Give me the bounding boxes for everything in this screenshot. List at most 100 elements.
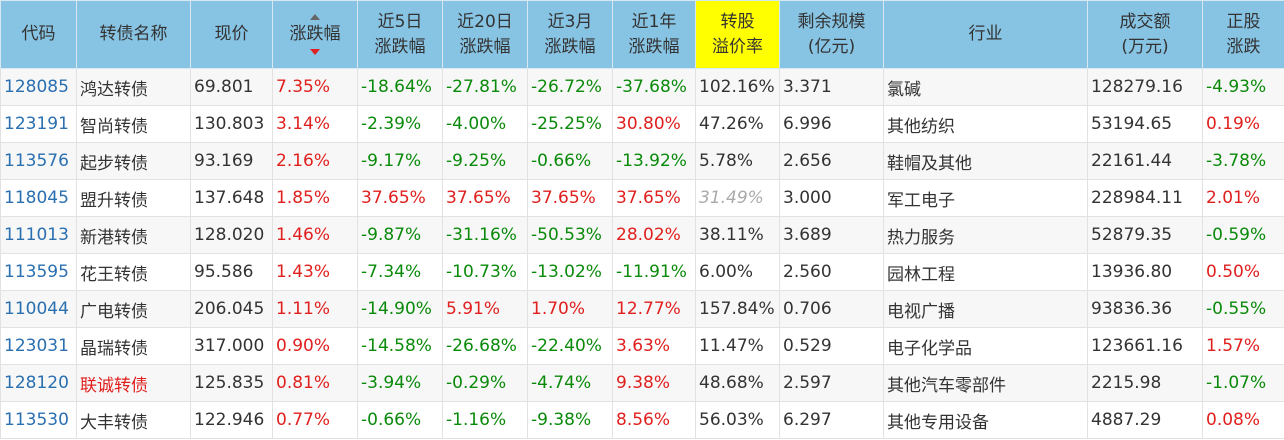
table-row[interactable]: 113530 大丰转债 122.946 0.77% -0.66% -1.16% -9.38%… [0, 401, 1284, 439]
cell-change-1y: -13.92% [612, 142, 696, 180]
cell-price: 93.169 [190, 142, 273, 180]
cell-change-1y: -11.91% [612, 253, 696, 291]
cell-name[interactable]: 大丰转债 [76, 401, 191, 439]
cell-industry: 鞋帽及其他 [883, 142, 1088, 180]
cell-turnover: 53194.65 [1087, 105, 1203, 143]
cell-code[interactable]: 113576 [0, 142, 77, 180]
cell-turnover: 13936.80 [1087, 253, 1203, 291]
header-label: 成交额 [1119, 11, 1171, 32]
cell-price: 137.648 [190, 179, 273, 217]
header-row: 代码 转债名称 现价 涨跌幅 近5日 涨跌幅 近20日 涨跌幅 近3月 涨跌幅 近1年 涨跌幅 转股 溢价… [0, 0, 1284, 69]
header-change[interactable]: 涨跌幅 [272, 0, 358, 69]
cell-name[interactable]: 新港转债 [76, 216, 191, 254]
cell-name[interactable]: 智尚转债 [76, 105, 191, 143]
cell-change-5d: -14.58% [357, 327, 443, 365]
cell-change-5d: -7.34% [357, 253, 443, 291]
header-change-20d[interactable]: 近20日 涨跌幅 [442, 0, 528, 69]
cell-stock-change: -0.59% [1202, 216, 1284, 254]
cell-code[interactable]: 123191 [0, 105, 77, 143]
cell-name[interactable]: 盟升转债 [76, 179, 191, 217]
cell-stock-change: 2.01% [1202, 179, 1284, 217]
header-price[interactable]: 现价 [190, 0, 273, 69]
cell-industry: 园林工程 [883, 253, 1088, 291]
header-stock-change[interactable]: 正股 涨跌 [1202, 0, 1284, 69]
cell-price: 69.801 [190, 68, 273, 106]
cell-name[interactable]: 广电转债 [76, 290, 191, 328]
header-label: 行业 [968, 24, 1003, 44]
table-row[interactable]: 123031 晶瑞转债 317.000 0.90% -14.58% -26.68% -22.… [0, 327, 1284, 365]
cell-industry: 其他纺织 [883, 105, 1088, 143]
cell-change-5d: -14.90% [357, 290, 443, 328]
cell-change: 1.43% [272, 253, 358, 291]
table-row[interactable]: 128085 鸿达转债 69.801 7.35% -18.64% -27.81% -26.7… [0, 68, 1284, 106]
cell-remaining-size: 3.689 [779, 216, 884, 254]
cell-change-20d: -0.29% [442, 364, 528, 402]
table-row[interactable]: 110044 广电转债 206.045 1.11% -14.90% 5.91% 1.70% 1… [0, 290, 1284, 328]
cell-code[interactable]: 123031 [0, 327, 77, 365]
cell-code[interactable]: 113595 [0, 253, 77, 291]
cell-change-1y: 12.77% [612, 290, 696, 328]
cell-code[interactable]: 111013 [0, 216, 77, 254]
sort-down-icon[interactable] [310, 49, 320, 55]
cell-change-3m: -13.02% [527, 253, 613, 291]
cell-stock-change: -0.55% [1202, 290, 1284, 328]
cell-change-3m: 37.65% [527, 179, 613, 217]
cell-change: 7.35% [272, 68, 358, 106]
cell-change-1y: 3.63% [612, 327, 696, 365]
cell-code[interactable]: 128120 [0, 364, 77, 402]
table-row[interactable]: 123191 智尚转债 130.803 3.14% -2.39% -4.00% -25.25… [0, 105, 1284, 143]
table-row[interactable]: 113576 起步转债 93.169 2.16% -9.17% -9.25% -0.66% -… [0, 142, 1284, 180]
cell-industry: 其他汽车零部件 [883, 364, 1088, 402]
cell-code[interactable]: 110044 [0, 290, 77, 328]
table-row[interactable]: 111013 新港转债 128.020 1.46% -9.87% -31.16% -50.5… [0, 216, 1284, 254]
cell-change-20d: -9.25% [442, 142, 528, 180]
header-label: 近1年 [631, 11, 677, 32]
header-premium[interactable]: 转股 溢价率 [695, 0, 780, 69]
header-label: (万元) [1121, 36, 1169, 57]
cell-change-1y: 9.38% [612, 364, 696, 402]
header-code[interactable]: 代码 [0, 0, 77, 69]
cell-remaining-size: 2.597 [779, 364, 884, 402]
header-label: 涨跌幅 [459, 36, 511, 57]
cell-remaining-size: 0.706 [779, 290, 884, 328]
table-row[interactable]: 113595 花王转债 95.586 1.43% -7.34% -10.73% -13.02… [0, 253, 1284, 291]
cell-name[interactable]: 起步转债 [76, 142, 191, 180]
header-turnover[interactable]: 成交额 (万元) [1087, 0, 1203, 69]
cell-name[interactable]: 花王转债 [76, 253, 191, 291]
cell-name[interactable]: 晶瑞转债 [76, 327, 191, 365]
cell-change-20d: -1.16% [442, 401, 528, 439]
cell-name[interactable]: 联诚转债 [76, 364, 191, 402]
cell-price: 95.586 [190, 253, 273, 291]
cell-change-3m: -50.53% [527, 216, 613, 254]
header-label: 近5日 [377, 11, 423, 32]
cell-change-20d: 37.65% [442, 179, 528, 217]
cell-stock-change: -1.07% [1202, 364, 1284, 402]
cell-change: 1.11% [272, 290, 358, 328]
header-change-1y[interactable]: 近1年 涨跌幅 [612, 0, 696, 69]
table-row[interactable]: 128120 联诚转债 125.835 0.81% -3.94% -0.29% -4.74%… [0, 364, 1284, 402]
header-label: 正股 [1226, 11, 1261, 32]
header-label: 溢价率 [712, 36, 763, 57]
cell-premium: 102.16% [695, 68, 780, 106]
table-row[interactable]: 118045 盟升转债 137.648 1.85% 37.65% 37.65% 37.65%… [0, 179, 1284, 217]
cell-name[interactable]: 鸿达转债 [76, 68, 191, 106]
header-remaining-size[interactable]: 剩余规模 (亿元) [779, 0, 884, 69]
header-change-5d[interactable]: 近5日涨跌幅 [357, 0, 443, 69]
cell-change-5d: -0.66% [357, 401, 443, 439]
header-industry[interactable]: 行业 [883, 0, 1088, 69]
header-change-3m[interactable]: 近3月 涨跌幅 [527, 0, 613, 69]
cell-turnover: 228984.11 [1087, 179, 1203, 217]
cell-change-3m: -22.40% [527, 327, 613, 365]
sort-up-icon[interactable] [310, 14, 320, 20]
cell-code[interactable]: 113530 [0, 401, 77, 439]
header-name[interactable]: 转债名称 [76, 0, 191, 69]
cell-industry: 电子化学品 [883, 327, 1088, 365]
cell-change-5d: -9.87% [357, 216, 443, 254]
cell-change-5d: 37.65% [357, 179, 443, 217]
cell-code[interactable]: 118045 [0, 179, 77, 217]
cell-price: 317.000 [190, 327, 273, 365]
header-label: 涨跌幅 [374, 36, 426, 57]
header-label: 转股 [720, 11, 755, 32]
cell-code[interactable]: 128085 [0, 68, 77, 106]
